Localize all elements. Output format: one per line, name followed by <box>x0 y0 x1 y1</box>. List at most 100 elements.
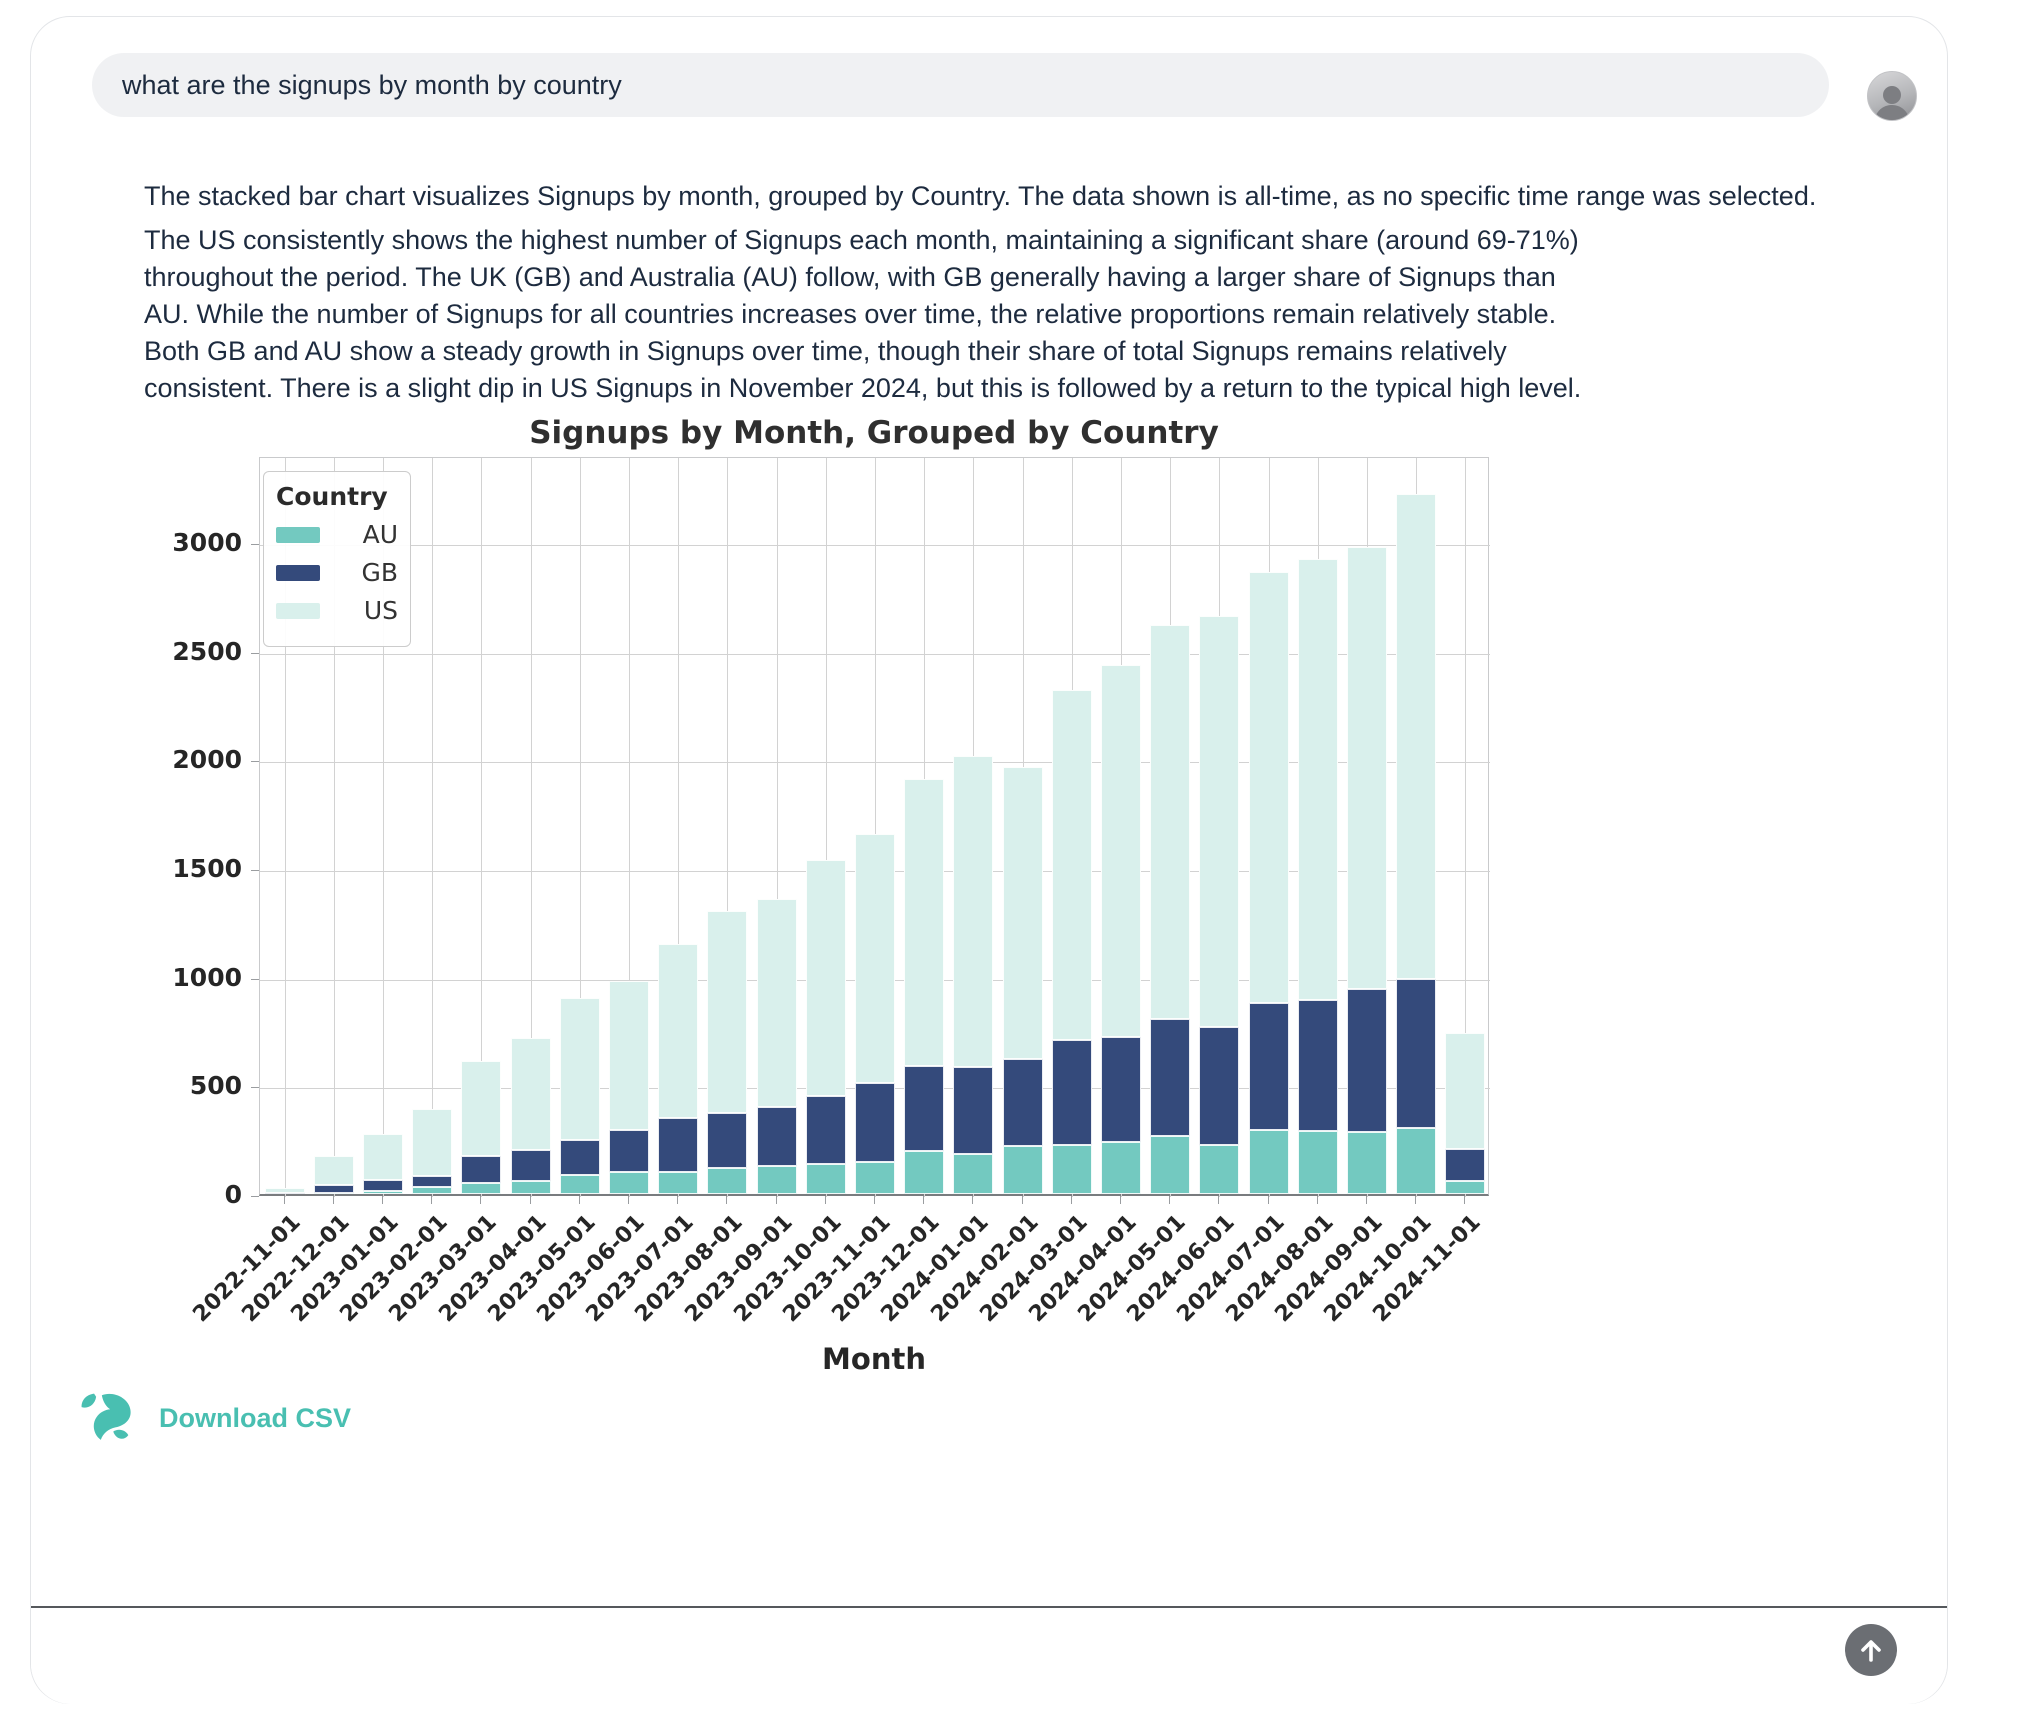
bar-segment[interactable] <box>1248 1003 1289 1130</box>
bar-segment[interactable] <box>1396 494 1437 980</box>
bar-segment[interactable] <box>559 998 600 1140</box>
bar-segment[interactable] <box>1199 1144 1240 1194</box>
bar-segment[interactable] <box>363 1134 403 1181</box>
legend-title: Country <box>276 482 388 511</box>
bar-segment[interactable] <box>953 1067 994 1155</box>
bar-segment[interactable] <box>1347 1132 1387 1194</box>
gridline-vertical <box>825 458 827 1197</box>
bar-segment[interactable] <box>855 1083 895 1163</box>
y-tick-mark <box>251 1196 259 1197</box>
bar-segment[interactable] <box>1445 1180 1486 1194</box>
gridline-vertical <box>432 458 434 1197</box>
bar-segment[interactable] <box>1002 1145 1043 1194</box>
bar-segment[interactable] <box>1347 989 1387 1133</box>
y-tick-label: 1500 <box>172 853 242 883</box>
bar-segment[interactable] <box>904 1066 945 1152</box>
bar-segment[interactable] <box>559 1174 600 1194</box>
send-button[interactable] <box>1845 1624 1897 1676</box>
bar-segment[interactable] <box>707 911 748 1113</box>
bar-segment[interactable] <box>461 1182 502 1194</box>
bar-segment[interactable] <box>707 1167 748 1194</box>
y-tick-mark <box>251 1087 259 1089</box>
x-tick-mark <box>578 1196 580 1204</box>
bar-segment[interactable] <box>559 1139 600 1175</box>
bar-segment[interactable] <box>904 1151 945 1194</box>
bar-segment[interactable] <box>1199 1026 1240 1145</box>
bar-segment[interactable] <box>1297 559 1338 1001</box>
y-tick-mark <box>251 652 259 654</box>
download-csv-link[interactable]: Download CSV <box>159 1403 352 1433</box>
bar-segment[interactable] <box>1051 690 1092 1041</box>
bar-segment[interactable] <box>510 1037 551 1151</box>
bar-segment[interactable] <box>1248 1129 1289 1194</box>
bar-segment[interactable] <box>609 1129 649 1173</box>
bar-segment[interactable] <box>805 859 846 1096</box>
bar-segment[interactable] <box>510 1180 551 1194</box>
bar-segment[interactable] <box>412 1187 453 1194</box>
bar-segment[interactable] <box>1445 1149 1486 1181</box>
bar-segment[interactable] <box>904 779 945 1067</box>
bar-segment[interactable] <box>313 1156 354 1185</box>
bar-segment[interactable] <box>855 1162 895 1194</box>
bar-segment[interactable] <box>1248 571 1289 1004</box>
bar-segment[interactable] <box>953 755 994 1068</box>
x-tick-mark <box>775 1196 777 1204</box>
y-tick-label: 500 <box>189 1071 242 1101</box>
bar-segment[interactable] <box>805 1095 846 1165</box>
chart-title: Signups by Month, Grouped by Country <box>529 415 1219 451</box>
bar-segment[interactable] <box>313 1184 354 1193</box>
bar-segment[interactable] <box>1101 1141 1141 1194</box>
bar-segment[interactable] <box>1199 615 1240 1027</box>
bar-segment[interactable] <box>363 1190 403 1194</box>
bar-segment[interactable] <box>855 834 895 1084</box>
x-tick-mark <box>923 1196 925 1204</box>
bar-segment[interactable] <box>1396 979 1437 1128</box>
bar-segment[interactable] <box>609 1172 649 1194</box>
bar-segment[interactable] <box>805 1164 846 1194</box>
bar-segment[interactable] <box>1002 1058 1043 1146</box>
bar-segment[interactable] <box>264 1188 305 1193</box>
bar-segment[interactable] <box>461 1155 502 1183</box>
bar-segment[interactable] <box>1297 1131 1338 1194</box>
bar-segment[interactable] <box>1347 546 1387 990</box>
bar-segment[interactable] <box>1150 1019 1191 1136</box>
bar-segment[interactable] <box>756 1106 797 1166</box>
bar-segment[interactable] <box>756 899 797 1107</box>
bar-segment[interactable] <box>756 1165 797 1194</box>
bar-segment[interactable] <box>658 1171 699 1194</box>
gridline-vertical <box>776 458 778 1197</box>
legend-item-us: US <box>276 596 398 625</box>
bar-segment[interactable] <box>461 1061 502 1156</box>
user-avatar[interactable] <box>1867 71 1917 121</box>
bar-segment[interactable] <box>1445 1032 1486 1150</box>
bar-segment[interactable] <box>363 1180 403 1191</box>
bar-segment[interactable] <box>1150 624 1191 1020</box>
x-tick-mark <box>677 1196 679 1204</box>
bar-segment[interactable] <box>953 1154 994 1194</box>
x-tick-mark <box>1267 1196 1269 1204</box>
bar-segment[interactable] <box>658 1117 699 1172</box>
gridline-vertical <box>875 458 876 1197</box>
bar-segment[interactable] <box>510 1150 551 1181</box>
gridline-vertical <box>579 458 581 1197</box>
bar-segment[interactable] <box>1051 1145 1092 1194</box>
bar-segment[interactable] <box>1101 664 1141 1037</box>
bar-segment[interactable] <box>1002 766 1043 1059</box>
x-tick-mark <box>874 1196 875 1204</box>
bar-segment[interactable] <box>1150 1135 1191 1194</box>
bar-segment[interactable] <box>1051 1040 1092 1146</box>
y-tick-mark <box>251 543 259 545</box>
bar-segment[interactable] <box>707 1112 748 1168</box>
x-tick-mark <box>1218 1196 1220 1204</box>
gridline-vertical <box>1465 458 1467 1197</box>
message-input[interactable] <box>61 1618 1821 1694</box>
bar-segment[interactable] <box>1297 1000 1338 1132</box>
bar-segment[interactable] <box>412 1176 453 1188</box>
bar-segment[interactable] <box>609 981 649 1130</box>
bar-segment[interactable] <box>412 1109 453 1177</box>
bar-segment[interactable] <box>658 944 699 1118</box>
bar-segment[interactable] <box>1101 1036 1141 1142</box>
legend-label-au: AU <box>362 520 398 549</box>
bar-segment[interactable] <box>1396 1127 1437 1194</box>
